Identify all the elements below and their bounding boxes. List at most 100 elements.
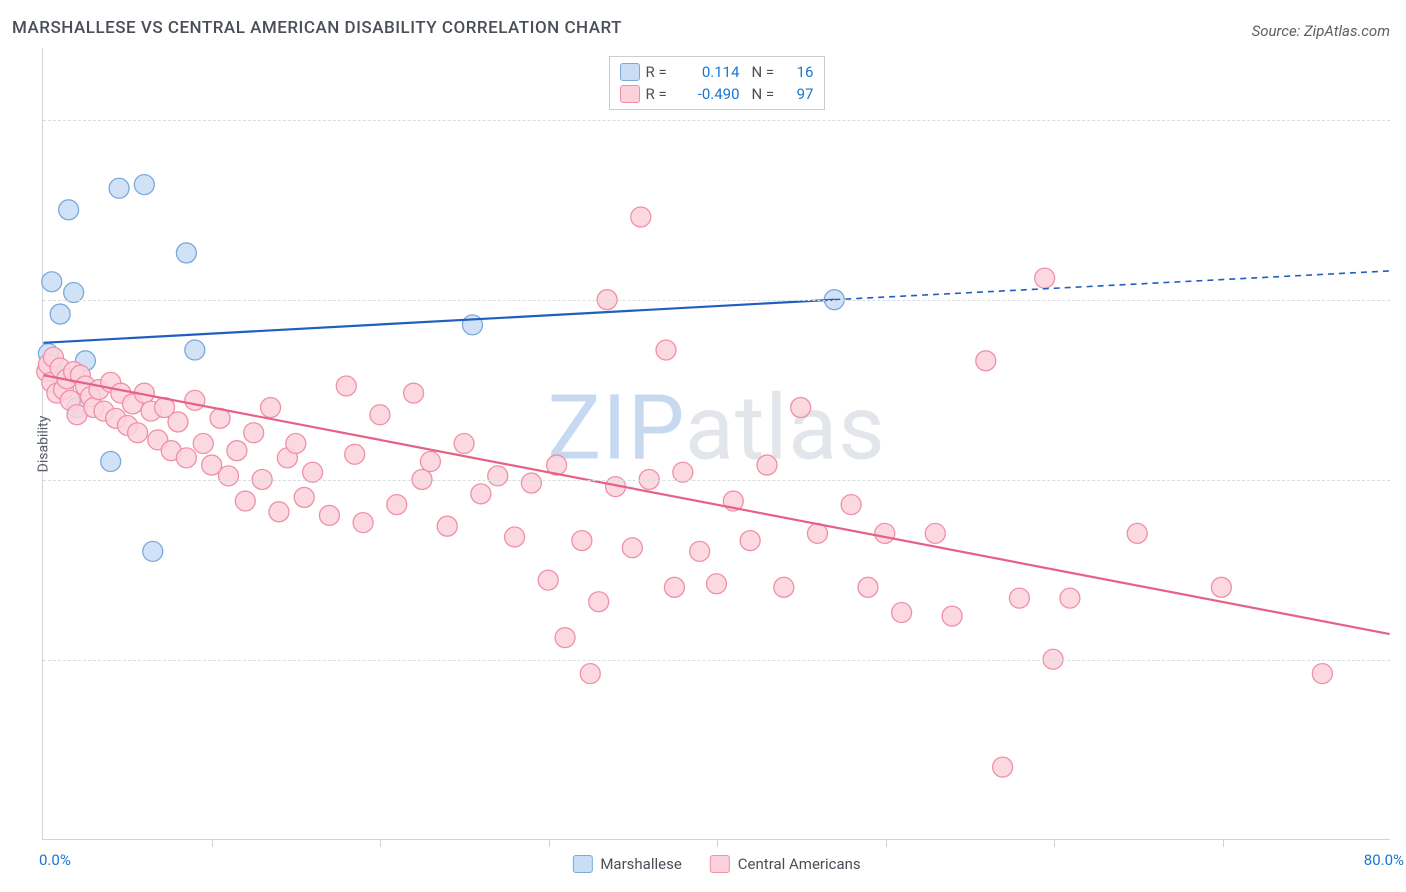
legend-stats: R = 0.114 N = 16 R = -0.490 N = 97 [609,56,825,110]
plot-area: ZIPatlas R =0.114N =16R =-0.490N =97 Dis… [42,48,1390,840]
data-point [437,516,457,536]
x-axis-min-label: 0.0% [39,851,71,869]
x-tick [212,839,213,847]
x-tick [380,839,381,847]
data-point [244,423,264,443]
legend-item: Marshallese [572,855,681,873]
legend-label: Marshallese [600,855,681,873]
gridline [43,660,1390,661]
regression-line [43,300,834,343]
legend-swatch [620,85,640,103]
r-label: R = [646,85,676,103]
data-point [589,592,609,612]
data-point [757,455,777,475]
data-point [858,577,878,597]
data-point [286,434,306,454]
data-point [631,207,651,227]
r-value: -0.490 [682,85,740,103]
data-point [1127,523,1147,543]
data-point [664,577,684,597]
data-point [740,531,760,551]
legend-swatch [572,855,592,873]
data-point [185,390,205,410]
legend-stat-row: R = 0.114 N = 16 [620,61,814,83]
data-point [336,376,356,396]
regression-line-dashed [834,271,1389,300]
data-point [134,175,154,195]
n-value: 16 [788,63,814,81]
x-tick [717,839,718,847]
gridline [43,120,1390,121]
data-point [235,491,255,511]
data-point [261,398,281,418]
data-point [101,451,121,471]
data-point [109,178,129,198]
data-point [690,541,710,561]
data-point [875,523,895,543]
data-point [59,200,79,220]
gridline [43,300,1390,301]
legend-series: Marshallese Central Americans [572,855,860,873]
x-tick [549,839,550,847]
data-point [488,466,508,486]
chart-title: MARSHALLESE VS CENTRAL AMERICAN DISABILI… [12,18,622,38]
data-point [1211,577,1231,597]
x-tick [1054,839,1055,847]
legend-label: Central Americans [738,855,861,873]
n-label: N = [752,85,782,103]
data-point [1035,268,1055,288]
data-point [993,757,1013,777]
data-point [269,502,289,522]
data-point [42,272,62,292]
gridline [43,480,1390,481]
data-point [942,606,962,626]
data-point [404,383,424,403]
r-value: 0.114 [682,63,740,81]
source-label: Source: ZipAtlas.com [1252,22,1390,40]
data-point [143,541,163,561]
data-point [462,315,482,335]
data-point [555,628,575,648]
data-point [572,531,592,551]
legend-swatch [710,855,730,873]
n-value: 97 [788,85,814,103]
data-point [176,243,196,263]
data-point [656,340,676,360]
data-point [841,495,861,515]
data-point [707,574,727,594]
data-point [319,505,339,525]
data-point [454,434,474,454]
data-point [471,484,491,504]
data-point [580,664,600,684]
data-point [892,602,912,622]
data-point [353,513,373,533]
x-axis-max-label: 80.0% [1364,851,1404,869]
data-point [420,451,440,471]
data-point [227,441,247,461]
legend-item: Central Americans [710,855,861,873]
data-point [294,487,314,507]
data-point [622,538,642,558]
n-label: N = [752,63,782,81]
data-point [925,523,945,543]
scatter-svg [43,48,1390,839]
data-point [521,473,541,493]
data-point [185,340,205,360]
data-point [370,405,390,425]
data-point [50,304,70,324]
data-point [976,351,996,371]
x-tick [1223,839,1224,847]
data-point [774,577,794,597]
data-point [387,495,407,515]
y-axis-title: Disability [35,415,51,472]
data-point [168,412,188,432]
chart-container: MARSHALLESE VS CENTRAL AMERICAN DISABILI… [0,0,1406,892]
data-point [218,466,238,486]
data-point [1060,588,1080,608]
x-tick [886,839,887,847]
data-point [1009,588,1029,608]
data-point [505,527,525,547]
legend-swatch [620,63,640,81]
data-point [128,423,148,443]
r-label: R = [646,63,676,81]
